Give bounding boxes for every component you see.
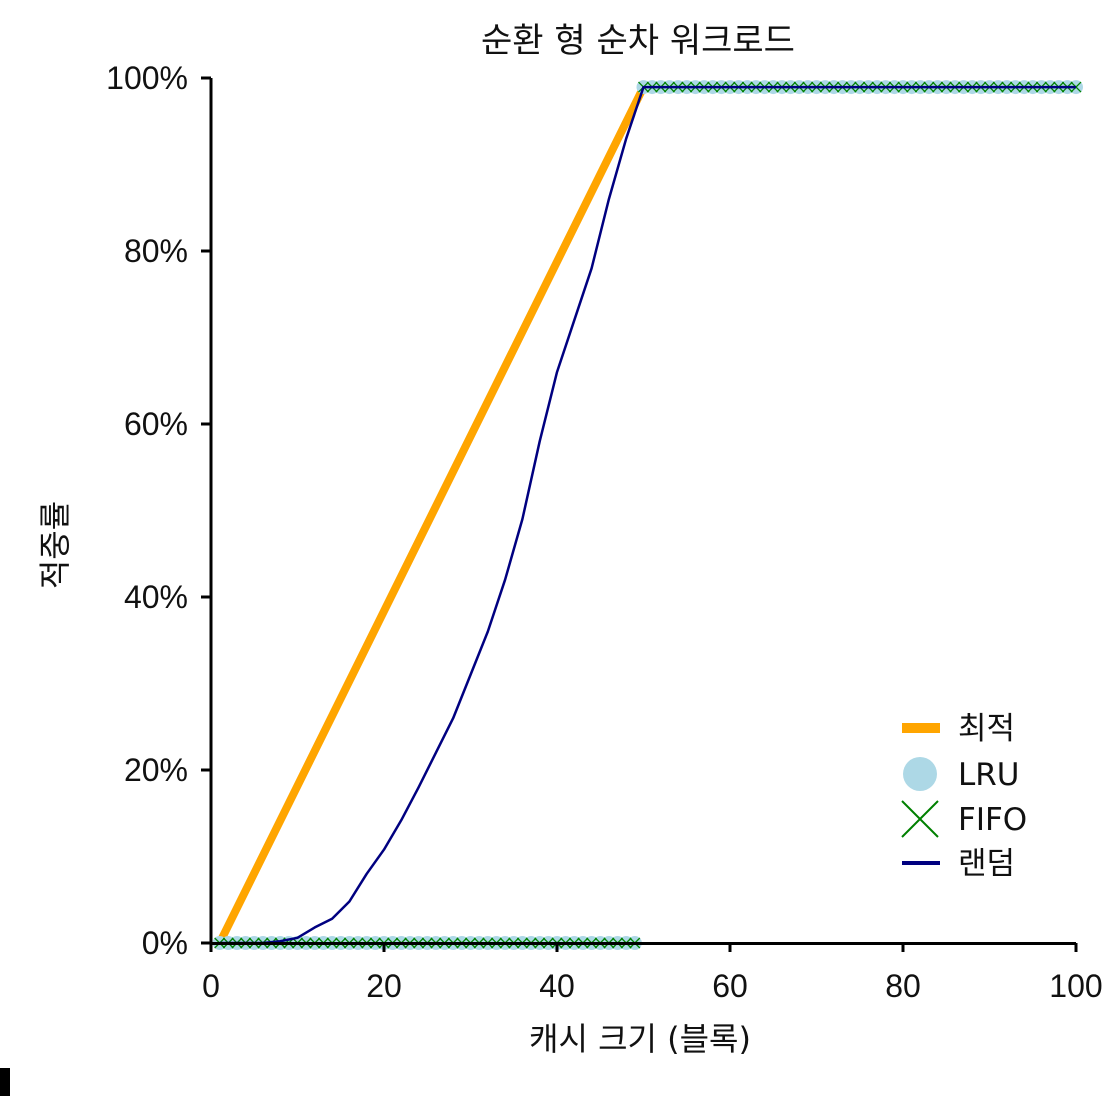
random-line	[219, 85, 1076, 945]
lru-markers	[212, 80, 1083, 950]
y-tick-label: 100%	[106, 60, 188, 96]
legend-label: FIFO	[958, 802, 1027, 838]
legend-swatch-lru	[903, 757, 937, 791]
legend-item: FIFO	[901, 800, 1027, 838]
y-tick-label: 20%	[124, 752, 188, 788]
y-tick-label: 40%	[124, 579, 188, 615]
x-tick-label: 0	[202, 968, 220, 1004]
legend-swatch-fifo	[901, 800, 939, 838]
fifo-markers	[214, 81, 1082, 949]
y-tick-label: 0%	[142, 925, 188, 961]
y-tick-label: 60%	[124, 406, 188, 442]
y-ticks: 0% 20% 40% 60% 80% 100%	[106, 60, 211, 961]
axes: 0 20 40 60 80 100 0% 20% 40% 60% 80% 100%	[106, 60, 1103, 1004]
legend-item: 랜덤	[902, 846, 1015, 882]
x-tick-label: 20	[366, 968, 402, 1004]
x-tick-label: 60	[712, 968, 748, 1004]
x-axis-label: 캐시 크기 (블록)	[529, 1020, 751, 1058]
x-tick-label: 40	[539, 968, 575, 1004]
x-ticks: 0 20 40 60 80 100	[202, 943, 1103, 1004]
optimal-line	[216, 83, 1076, 945]
x-tick-label: 80	[885, 968, 921, 1004]
legend-swatch-optimal	[902, 723, 940, 733]
x-tick-label: 100	[1049, 968, 1102, 1004]
chart-title: 순환 형 순차 워크로드	[481, 21, 795, 61]
legend-label: LRU	[958, 757, 1020, 793]
legend-item: LRU	[903, 757, 1020, 793]
series-layer	[212, 80, 1083, 950]
legend-label: 랜덤	[958, 846, 1015, 882]
y-tick-label: 80%	[124, 233, 188, 269]
legend-item: 최적	[902, 711, 1015, 747]
legend: 최적 LRU FIFO 랜덤	[901, 711, 1027, 882]
y-axis-label: 적중률	[36, 501, 74, 589]
corner-mark	[0, 1068, 10, 1096]
legend-label: 최적	[958, 711, 1015, 747]
